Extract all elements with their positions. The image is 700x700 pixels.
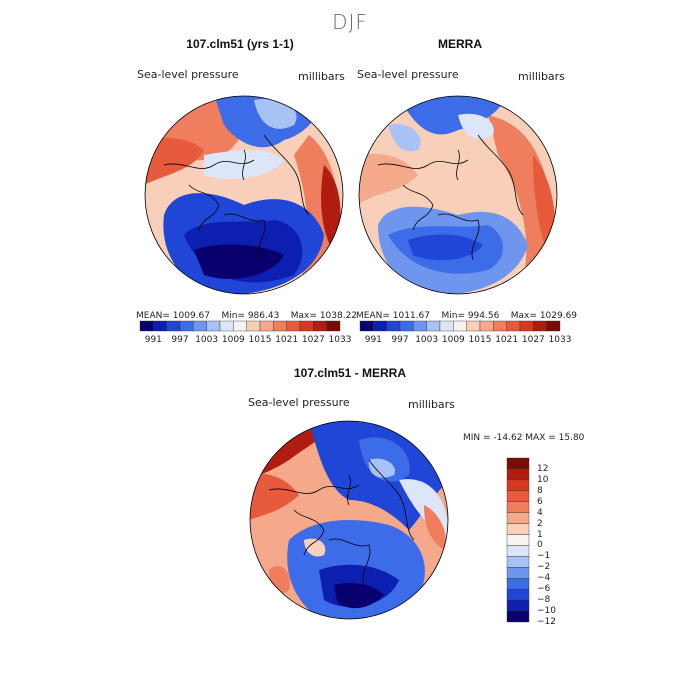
panel2-colorbar-ticks: 991 997 1003 1009 1015 1021 1027 1033 bbox=[360, 335, 572, 347]
panel1-colorbar-swatch bbox=[259, 320, 274, 332]
panel2-mean-label: MEAN= bbox=[356, 311, 390, 321]
panel1-min-label: Min= bbox=[221, 311, 245, 321]
panel3-range: MIN = -14.62 MAX = 15.80 bbox=[463, 433, 585, 443]
panel1-colorbar bbox=[139, 320, 341, 332]
panel1-colorbar-swatch bbox=[153, 320, 167, 332]
panel1-colorbar-tick: 1027 bbox=[301, 335, 325, 345]
panel3-units: millibars bbox=[408, 398, 455, 411]
panel1-colorbar-tick: 997 bbox=[171, 335, 189, 345]
panel3-variable: Sea-level pressure bbox=[248, 396, 350, 409]
panel2-colorbar-swatch bbox=[519, 320, 534, 332]
panel3-colorbar-tick: 12 bbox=[537, 463, 549, 474]
panel2-colorbar-swatch bbox=[413, 320, 427, 332]
panel1-colorbar-swatch bbox=[326, 320, 341, 332]
panel3-colorbar-tick: −12 bbox=[537, 617, 556, 627]
panel2-mean: 1011.67 bbox=[392, 311, 430, 321]
panel1-colorbar-swatch bbox=[299, 320, 314, 332]
panel2-colorbar-tick: 997 bbox=[391, 335, 409, 345]
panel2-colorbar-swatch bbox=[479, 320, 494, 332]
panel2-colorbar-swatch bbox=[359, 320, 374, 332]
panel1-colorbar-swatch bbox=[233, 320, 247, 332]
panel1-colorbar-tick: 1009 bbox=[221, 335, 245, 345]
panel1-units: millibars bbox=[298, 70, 345, 83]
panel3-colorbar-tick: −10 bbox=[537, 606, 556, 617]
panel1-title: 107.clm51 (yrs 1-1) bbox=[186, 37, 294, 51]
panel3-map bbox=[249, 420, 449, 620]
panel2-map bbox=[358, 95, 558, 295]
panel1-colorbar-swatch bbox=[193, 320, 207, 332]
panel2-colorbar-swatch bbox=[439, 320, 454, 332]
panel1-max: 1038.22 bbox=[319, 311, 358, 321]
panel1-colorbar-ticks: 991 997 1003 1009 1015 1021 1027 1033 bbox=[140, 335, 352, 347]
panel1-mean: 1009.67 bbox=[172, 311, 210, 321]
season-title: DJF bbox=[332, 10, 368, 34]
panel3-colorbar bbox=[506, 457, 530, 623]
panel2-colorbar-swatch bbox=[533, 320, 547, 332]
panel1-colorbar-swatch bbox=[206, 320, 221, 332]
panel1-colorbar-swatch bbox=[273, 320, 287, 332]
panel1-variable: Sea-level pressure bbox=[137, 68, 239, 81]
panel1-colorbar-tick: 991 bbox=[144, 335, 162, 345]
panel2-max: 1029.69 bbox=[539, 311, 578, 321]
panel3-colorbar-tick: 6 bbox=[537, 496, 543, 507]
panel1-colorbar-swatch bbox=[313, 320, 327, 332]
panel2-colorbar-tick: 1021 bbox=[495, 335, 519, 345]
panel1-colorbar-tick: 1021 bbox=[275, 335, 299, 345]
panel3-colorbar-tick: 1 bbox=[537, 529, 543, 540]
panel1-colorbar-swatch bbox=[166, 320, 181, 332]
panel1-min: 986.43 bbox=[247, 311, 280, 321]
panel2-units: millibars bbox=[518, 70, 565, 83]
panel3-colorbar-tick: 10 bbox=[537, 474, 549, 485]
panel2-colorbar-swatch bbox=[453, 320, 467, 332]
panel2-max-label: Max= bbox=[510, 311, 537, 321]
panel1-colorbar-swatch bbox=[179, 320, 194, 332]
panel3-colorbar-tick: 2 bbox=[537, 518, 543, 529]
panel1-colorbar-swatch bbox=[246, 320, 261, 332]
panel2-colorbar-swatch bbox=[493, 320, 507, 332]
panel3-colorbar-tick: 4 bbox=[537, 507, 543, 518]
panel2-colorbar-swatch bbox=[426, 320, 441, 332]
panel1-colorbar-tick: 1015 bbox=[248, 335, 272, 345]
panel3-colorbar-tick: −4 bbox=[537, 573, 551, 584]
panel2-min: 994.56 bbox=[467, 311, 500, 321]
panel2-min-label: Min= bbox=[441, 311, 465, 321]
panel1-colorbar-swatch bbox=[139, 320, 154, 332]
panel3-title: 107.clm51 - MERRA bbox=[293, 366, 407, 380]
panel1-colorbar-tick: 1033 bbox=[328, 335, 352, 345]
panel2-colorbar-tick: 1009 bbox=[441, 335, 465, 345]
panel2-colorbar-tick: 1015 bbox=[468, 335, 492, 345]
panel2-colorbar-tick: 991 bbox=[364, 335, 382, 345]
panel2-variable: Sea-level pressure bbox=[357, 68, 459, 81]
panel1-max-label: Max= bbox=[290, 311, 317, 321]
panel1-colorbar-tick: 1003 bbox=[195, 335, 219, 345]
panel2-colorbar-tick: 1033 bbox=[548, 335, 572, 345]
panel3-colorbar-tick: 0 bbox=[537, 540, 543, 551]
panel1-map bbox=[144, 95, 344, 295]
panel3-colorbar-tick: −2 bbox=[537, 562, 551, 573]
panel3-colorbar-swatch bbox=[506, 610, 530, 623]
panel2-colorbar-swatch bbox=[546, 320, 561, 332]
panel1-colorbar-swatch bbox=[286, 320, 301, 332]
panel1-colorbar-swatch bbox=[219, 320, 234, 332]
panel2-title: MERRA bbox=[438, 37, 482, 51]
panel2-colorbar-swatch bbox=[466, 320, 481, 332]
panel3-colorbar-tick: −1 bbox=[537, 551, 551, 562]
panel2-colorbar-tick: 1003 bbox=[415, 335, 439, 345]
panel2-colorbar bbox=[359, 320, 561, 332]
panel3-colorbar-tick: −6 bbox=[537, 584, 551, 595]
panel3-colorbar-ticks: 12 10 8 6 4 2 1 0 −1 −2 −4 −6 −8 −10 −12 bbox=[507, 458, 567, 627]
panel2-colorbar-swatch bbox=[399, 320, 414, 332]
panel3-colorbar-tick: 8 bbox=[537, 485, 543, 496]
panel2-colorbar-swatch bbox=[386, 320, 401, 332]
panel3-colorbar-tick: −8 bbox=[537, 595, 551, 606]
panel2-colorbar-swatch bbox=[506, 320, 521, 332]
panel2-colorbar-swatch bbox=[373, 320, 387, 332]
panel2-colorbar-tick: 1027 bbox=[521, 335, 545, 345]
panel1-mean-label: MEAN= bbox=[136, 311, 170, 321]
